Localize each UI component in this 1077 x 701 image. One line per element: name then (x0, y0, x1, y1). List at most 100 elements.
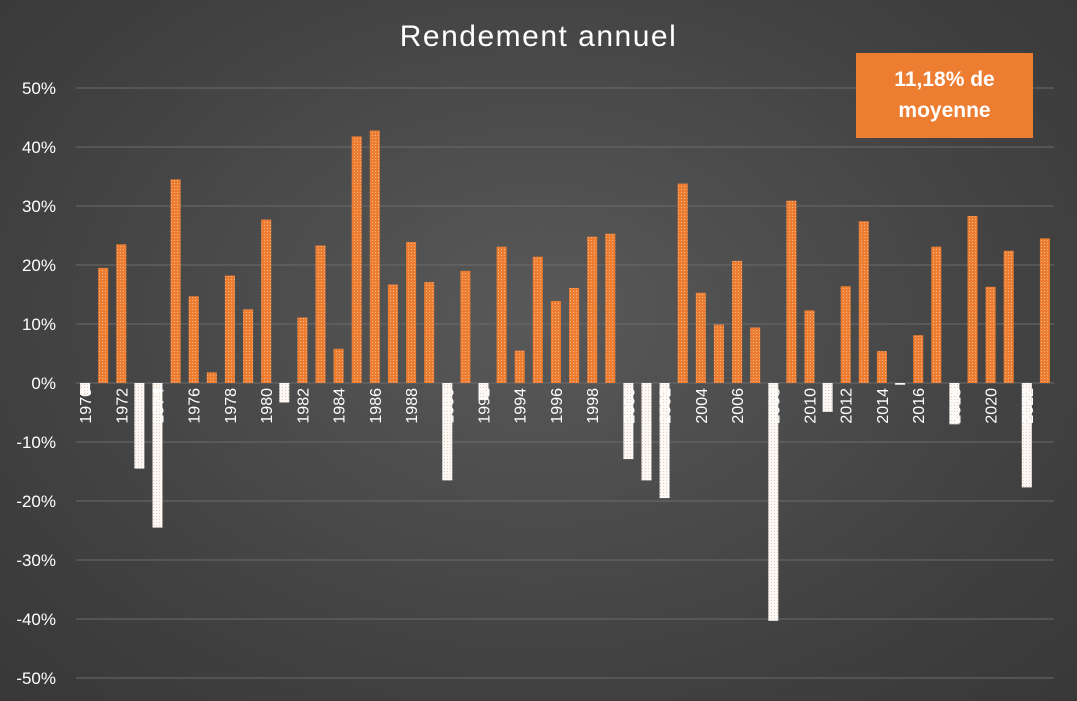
x-tick-label: 1970 (78, 388, 95, 424)
y-axis: 50% 40% 30% 20% 10% 0% -10% -20% -30% -40% -50% (16, 79, 56, 688)
bar-2000 (623, 383, 634, 460)
bar-1982 (297, 317, 308, 383)
bar-1977 (206, 372, 217, 383)
y-tick-label: 0% (31, 374, 56, 393)
bar-2012 (840, 286, 851, 383)
bar-1992 (478, 383, 489, 401)
x-tick-label: 1998 (585, 388, 602, 424)
x-tick-label: 2014 (875, 388, 892, 424)
x-tick-label: 2000 (621, 388, 638, 424)
bar-2009 (786, 200, 797, 383)
x-tick-label: 1972 (114, 388, 131, 424)
y-tick-label: -40% (16, 610, 56, 629)
bar-2001 (641, 383, 652, 481)
x-tick-label: 1996 (549, 388, 566, 424)
average-badge: 11,18% de moyenne (856, 53, 1033, 138)
bar-2007 (750, 327, 761, 383)
bar-2006 (732, 260, 743, 383)
bar-2023 (1039, 238, 1050, 383)
gridlines (76, 87, 1054, 679)
chart-title: Rendement annuel (399, 20, 678, 53)
y-tick-label: 50% (22, 79, 56, 98)
average-badge-line2: moyenne (898, 98, 991, 122)
bars (80, 130, 1050, 621)
bar-2019 (967, 216, 978, 383)
x-tick-label: 1984 (332, 388, 349, 424)
y-tick-label: -10% (16, 433, 56, 452)
bar-2020 (985, 286, 996, 383)
bar-1997 (569, 288, 580, 383)
bar-1972 (116, 244, 127, 383)
x-tick-label: 2002 (658, 388, 675, 424)
bar-1983 (315, 245, 326, 383)
x-tick-label: 2018 (947, 388, 964, 424)
bar-1990 (442, 383, 453, 481)
y-tick-label: 10% (22, 315, 56, 334)
bar-1988 (406, 242, 417, 383)
bar-1999 (605, 233, 616, 383)
y-tick-label: 40% (22, 138, 56, 157)
bar-2022 (1021, 383, 1032, 488)
bar-1991 (460, 270, 471, 383)
x-tick-label: 1980 (259, 388, 276, 424)
x-tick-label: 1990 (440, 388, 457, 424)
bar-1986 (369, 130, 380, 383)
bar-2018 (949, 383, 960, 425)
bar-2017 (931, 246, 942, 383)
bar-1989 (424, 282, 435, 383)
bar-1994 (514, 350, 525, 384)
average-badge-line1: 11,18% de (894, 68, 995, 92)
bar-1970 (80, 383, 91, 395)
bar-2013 (858, 221, 869, 383)
x-tick-label: 1994 (513, 388, 530, 424)
x-tick-label: 1986 (368, 388, 385, 424)
y-tick-label: 20% (22, 256, 56, 275)
bar-2005 (713, 324, 724, 383)
bar-1973 (134, 383, 145, 469)
x-axis: 1970 1972 1974 1976 1978 1980 1982 1984 1986 1988… (78, 388, 1037, 424)
x-tick-label: 1978 (223, 388, 240, 424)
x-tick-label: 1974 (151, 388, 168, 424)
bar-2015 (895, 383, 906, 385)
x-tick-label: 2020 (984, 388, 1001, 424)
x-tick-label: 2008 (766, 388, 783, 424)
bar-2016 (913, 335, 924, 383)
y-tick-label: -50% (16, 669, 56, 688)
bar-1996 (550, 301, 561, 383)
x-tick-label: 2006 (730, 388, 747, 424)
x-tick-label: 2010 (803, 388, 820, 424)
bar-2004 (695, 292, 706, 383)
bar-2010 (804, 310, 815, 383)
bar-1975 (170, 179, 181, 383)
bar-2021 (1003, 250, 1014, 383)
bar-1971 (98, 267, 109, 383)
x-tick-label: 2004 (694, 388, 711, 424)
bar-2011 (822, 383, 833, 412)
bar-1998 (587, 236, 598, 383)
x-tick-label: 1982 (295, 388, 312, 424)
bar-2002 (659, 383, 670, 499)
y-tick-label: -30% (16, 551, 56, 570)
bar-1980 (261, 219, 272, 383)
bar-1978 (224, 275, 235, 383)
bar-1984 (333, 348, 344, 383)
bar-2008 (768, 383, 779, 621)
x-tick-label: 2012 (839, 388, 856, 424)
bar-1985 (351, 136, 362, 383)
y-tick-label: -20% (16, 492, 56, 511)
bar-1987 (387, 284, 398, 383)
bar-1981 (279, 383, 290, 403)
x-tick-label: 1988 (404, 388, 421, 424)
bar-2014 (876, 351, 887, 383)
bar-1976 (188, 296, 199, 383)
bar-1993 (496, 246, 507, 383)
x-tick-label: 2016 (911, 388, 928, 424)
x-tick-label: 1992 (477, 388, 494, 424)
bar-1974 (152, 383, 163, 528)
x-tick-label: 2022 (1020, 388, 1037, 424)
x-tick-label: 1976 (187, 388, 204, 424)
bar-1995 (532, 256, 543, 383)
bar-1979 (243, 309, 254, 384)
